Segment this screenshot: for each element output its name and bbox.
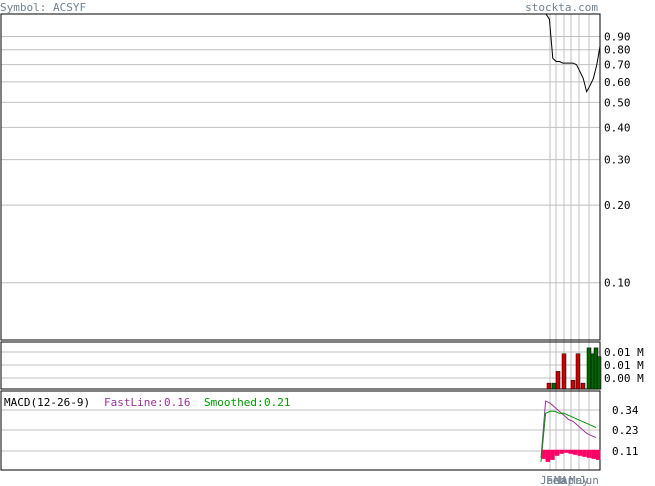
volume-tick-label: 0.01 M: [604, 359, 644, 372]
volume-bar-down: [546, 382, 552, 390]
price-tick-label: 0.20: [604, 199, 631, 212]
macd-tick-label: 0.23: [612, 424, 639, 437]
macd-histogram-bar: [591, 449, 596, 459]
macd-histogram-bar: [573, 449, 578, 455]
macd-tick-label: 0.11: [612, 445, 639, 458]
x-tick-label: Jun: [579, 474, 599, 486]
macd-tick-label: 0.34: [612, 404, 639, 417]
price-tick-label: 0.60: [604, 76, 631, 89]
price-tick-label: 0.10: [604, 277, 631, 290]
price-panel-frame: [0, 13, 601, 341]
x-tick-label: May: [569, 474, 589, 486]
x-tick-label: Jan: [540, 474, 560, 486]
brand-label: stockta.com: [525, 1, 598, 14]
price-tick-label: 0.80: [604, 44, 631, 57]
volume-bar-down: [561, 353, 567, 390]
macd-histogram-bar: [550, 449, 555, 460]
macd-histogram-bar: [568, 449, 574, 454]
price-tick-label: 0.30: [604, 154, 631, 167]
volume-tick-label: 0.01 M: [604, 346, 644, 359]
volume-bar-up: [596, 356, 602, 390]
macd-histogram-bar: [582, 449, 587, 457]
macd-histogram-bar: [596, 449, 601, 460]
price-tick-label: 0.50: [604, 96, 631, 109]
x-tick-label: Feb: [546, 474, 566, 486]
macd-fastline-value: 0.16: [164, 396, 191, 409]
macd-histogram-bar: [545, 449, 551, 462]
price-line: [545, 13, 601, 94]
macd-fastline-label: FastLine:: [104, 396, 164, 409]
macd-histogram-bar: [577, 449, 583, 456]
macd-smoothed-value: 0.21: [264, 396, 291, 409]
volume-bar-down: [555, 371, 561, 390]
macd-title: MACD(12-26-9): [4, 396, 90, 409]
macd-fastline: [540, 400, 597, 458]
macd-histogram-bar: [554, 449, 560, 456]
macd-histogram-bar: [541, 449, 546, 459]
macd-histogram-bar: [563, 449, 569, 453]
volume-bar-up: [551, 382, 557, 390]
x-tick-label: Mar: [554, 474, 574, 486]
macd-histogram-bar: [559, 449, 564, 454]
volume-bar-down: [580, 382, 586, 390]
macd-smoothed-line: [540, 410, 597, 462]
macd-smoothed-label: Smoothed:: [204, 396, 264, 409]
price-tick-label: 0.70: [604, 59, 631, 72]
volume-bar-down: [575, 353, 581, 390]
price-panel: 0.900.80 0.70 0.60 0.50 0.40 0.30 0.20 0.10: [0, 13, 631, 470]
volume-bar-down: [570, 379, 576, 390]
volume-panel: 0.01 M0.01 M0.00 M: [0, 341, 644, 390]
price-tick-label: 0.40: [604, 121, 631, 134]
macd-panel: MACD(12-26-9) FastLine: 0.16 Smoothed: 0…: [0, 390, 639, 471]
symbol-label: Symbol: ACSYF: [0, 1, 86, 14]
macd-histogram-bar: [586, 449, 592, 458]
volume-bar-up: [586, 347, 592, 390]
macd-panel-frame: [0, 390, 601, 471]
x-tick-label: Apr: [561, 474, 581, 486]
price-tick-label: 0.90: [604, 30, 631, 43]
volume-tick-label: 0.00 M: [604, 372, 644, 385]
